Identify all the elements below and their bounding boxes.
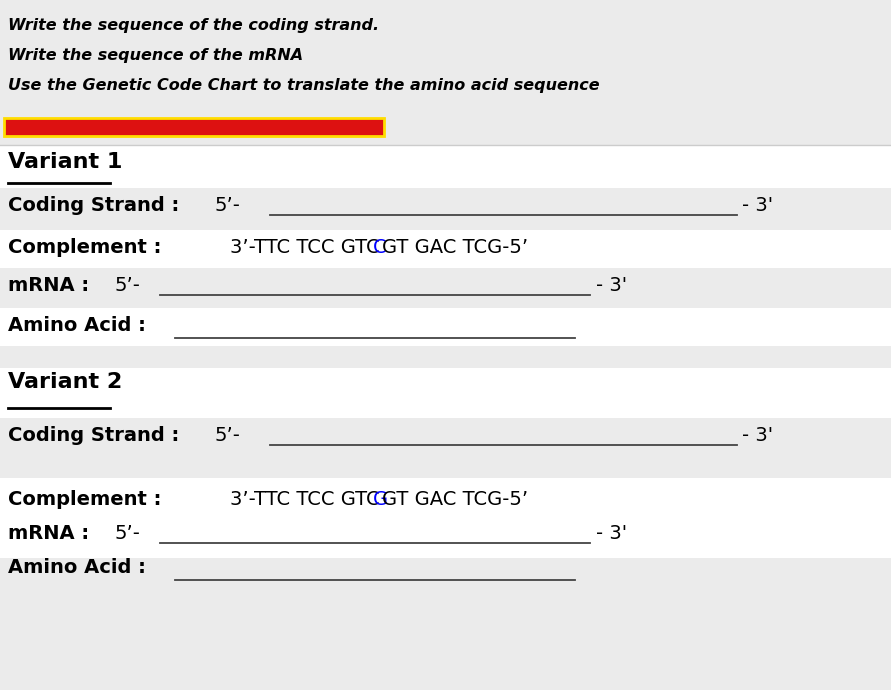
- Text: - 3': - 3': [596, 276, 627, 295]
- Bar: [0, 368, 891, 418]
- Text: - 3': - 3': [742, 196, 773, 215]
- Text: - 3': - 3': [596, 524, 627, 543]
- Text: Coding Strand :: Coding Strand :: [8, 196, 179, 215]
- Text: GT GAC TCG-5’: GT GAC TCG-5’: [382, 238, 528, 257]
- Bar: [0, 146, 891, 188]
- Bar: [0, 188, 891, 230]
- Bar: [0, 346, 891, 368]
- Text: Amino Acid :: Amino Acid :: [8, 316, 146, 335]
- Text: Write the sequence of the mRNA: Write the sequence of the mRNA: [8, 48, 303, 63]
- Text: 5’-: 5’-: [115, 524, 141, 543]
- Bar: [0, 268, 891, 308]
- Text: Write the sequence of the coding strand.: Write the sequence of the coding strand.: [8, 18, 380, 33]
- Bar: [0, 460, 891, 478]
- Text: - 3': - 3': [742, 426, 773, 445]
- Bar: [0, 478, 891, 558]
- Text: C: C: [372, 238, 386, 257]
- Text: Complement :: Complement :: [8, 490, 161, 509]
- Text: Use the Genetic Code Chart to translate the amino acid sequence: Use the Genetic Code Chart to translate …: [8, 78, 600, 93]
- Text: GT GAC TCG-5’: GT GAC TCG-5’: [382, 490, 528, 509]
- Bar: [0, 230, 891, 268]
- Text: G: G: [372, 490, 388, 509]
- Bar: [4, 118, 384, 136]
- Text: mRNA :: mRNA :: [8, 276, 89, 295]
- Text: 5’-: 5’-: [215, 426, 241, 445]
- Text: 5’-: 5’-: [215, 196, 241, 215]
- Text: 3’-TTC TCC GTC: 3’-TTC TCC GTC: [230, 490, 386, 509]
- Text: Coding Strand :: Coding Strand :: [8, 426, 179, 445]
- Text: Variant 1: Variant 1: [8, 152, 122, 172]
- Bar: [0, 418, 891, 460]
- Text: 3’-TTC TCC GTC: 3’-TTC TCC GTC: [230, 238, 386, 257]
- Text: Amino Acid :: Amino Acid :: [8, 558, 146, 577]
- Text: mRNA :: mRNA :: [8, 524, 89, 543]
- Bar: [0, 308, 891, 346]
- Text: Complement :: Complement :: [8, 238, 161, 257]
- Text: 5’-: 5’-: [115, 276, 141, 295]
- Bar: [0, 588, 891, 690]
- Text: Variant 2: Variant 2: [8, 372, 122, 392]
